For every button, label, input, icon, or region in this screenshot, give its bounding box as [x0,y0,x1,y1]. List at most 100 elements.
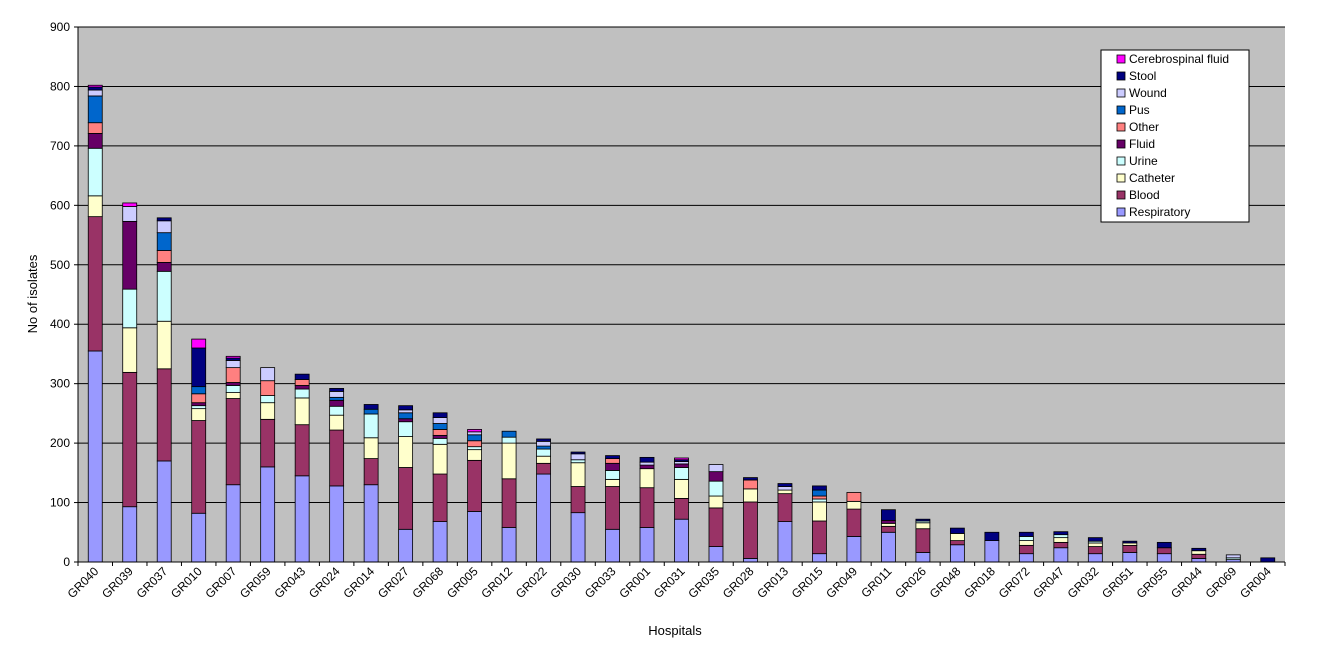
bar-segment-wound [467,431,482,436]
bar-segment-respiratory [639,527,655,563]
bar-segment-wound [570,453,586,461]
bar-segment-catheter [1053,537,1069,543]
bar-segment-catheter [1191,550,1207,555]
bar-segment-respiratory [1191,558,1207,563]
bar-segment-catheter [329,414,345,431]
bar-stack-gr014 [363,404,379,563]
bar-stack-gr072 [1018,531,1034,563]
bar-segment-catheter [639,468,655,489]
bar-segment-catheter [846,500,862,510]
bar-segment-wound [536,440,551,447]
bar-segment-respiratory [881,531,896,563]
bar-segment-urine [432,437,448,445]
bar-segment-catheter [122,327,138,373]
bar-segment-urine [260,395,276,404]
bar-stack-gr069 [1225,554,1241,563]
bar-segment-fluid [225,382,241,386]
bar-segment-stool [639,456,655,463]
bar-segment-stool [1018,531,1034,537]
bar-segment-respiratory [812,553,827,563]
bar-segment-stool [743,477,758,481]
bar-segment-catheter [467,449,482,461]
bar-segment-stool [87,86,103,91]
y-tick-label: 0 [63,555,70,569]
bar-segment-blood [743,501,758,559]
bar-segment-wound [432,417,448,424]
bar-segment-blood [225,398,241,486]
bar-segment-blood [191,420,207,514]
bar-segment-fluid [674,463,689,468]
bar-segment-catheter [1087,542,1103,547]
bar-segment-respiratory [467,511,482,563]
bar-segment-stool [1156,541,1172,549]
bar-segment-wound [708,464,724,473]
bar-segment-wound [225,360,241,369]
legend-swatch [1116,156,1126,166]
bar-segment-respiratory [674,518,689,563]
bar-stack-gr010 [191,338,207,563]
bar-segment-pus [432,423,448,430]
bar-segment-blood [87,216,103,352]
bar-segment-respiratory [949,544,965,563]
bar-segment-pus [191,386,207,395]
legend-swatch [1116,207,1126,217]
bar-segment-stool [1191,547,1207,552]
bar-segment-catheter [87,195,103,218]
bar-segment-wound [260,367,276,382]
bar-segment-respiratory [432,521,448,563]
bar-stack-gr031 [674,457,689,563]
bar-stack-gr007 [225,355,241,563]
bar-segment-stool [329,388,345,392]
bar-stack-gr011 [881,509,896,563]
bar-segment-respiratory [225,484,241,563]
bar-stack-gr047 [1053,531,1069,563]
bar-segment-urine [294,388,310,399]
bar-segment-other [87,122,103,134]
bar-segment-respiratory [984,540,1000,563]
legend-label: Wound [1129,86,1167,100]
bar-segment-blood [260,418,276,468]
bar-segment-other [467,440,482,448]
bar-segment-blood [777,493,793,522]
bar-segment-blood [674,497,689,520]
bar-segment-catheter [743,488,758,503]
bar-segment-catheter [536,455,551,464]
bar-segment-pus [87,95,103,124]
bar-segment-blood [1191,553,1207,559]
bar-stack-gr005 [467,429,482,563]
bar-segment-pus [398,412,414,420]
bar-stack-gr068 [432,412,448,563]
y-tick-label: 400 [50,317,70,331]
bar-segment-stool [812,485,827,491]
legend-swatch [1116,190,1126,200]
bar-segment-other [605,458,620,464]
bar-segment-respiratory [329,485,345,563]
bar-stack-gr018 [984,531,1000,563]
bar-segment-blood [156,368,172,462]
bar-segment-catheter [1018,540,1034,546]
gridlines [78,26,1285,504]
bar-segment-blood [363,458,379,486]
bar-stack-gr033 [605,455,620,563]
bar-segment-respiratory [570,512,586,563]
bar-segment-urine [87,147,103,197]
legend-item-blood: Blood [1116,188,1160,202]
bar-segment-catheter [881,522,896,527]
bar-segment-stool [984,531,1000,541]
bar-segment-stool [915,518,931,522]
legend-item-cerebrospinal-fluid: Cerebrospinal fluid [1116,52,1229,66]
bar-segment-urine [122,288,138,329]
bar-segment-respiratory [846,536,862,563]
bar-segment-catheter [949,533,965,542]
bar-segment-catheter [156,320,172,370]
bar-segment-respiratory [915,552,931,563]
bar-stack-gr026 [915,518,931,563]
bar-segment-respiratory [708,546,724,563]
bar-stack-gr015 [812,485,827,563]
bar-segment-urine [363,413,379,439]
bar-segment-blood [915,528,931,553]
bar-segment-blood [949,540,965,546]
bar-segment-blood [639,487,655,528]
bar-segment-pus [536,445,551,450]
y-tick-label: 600 [50,198,70,212]
